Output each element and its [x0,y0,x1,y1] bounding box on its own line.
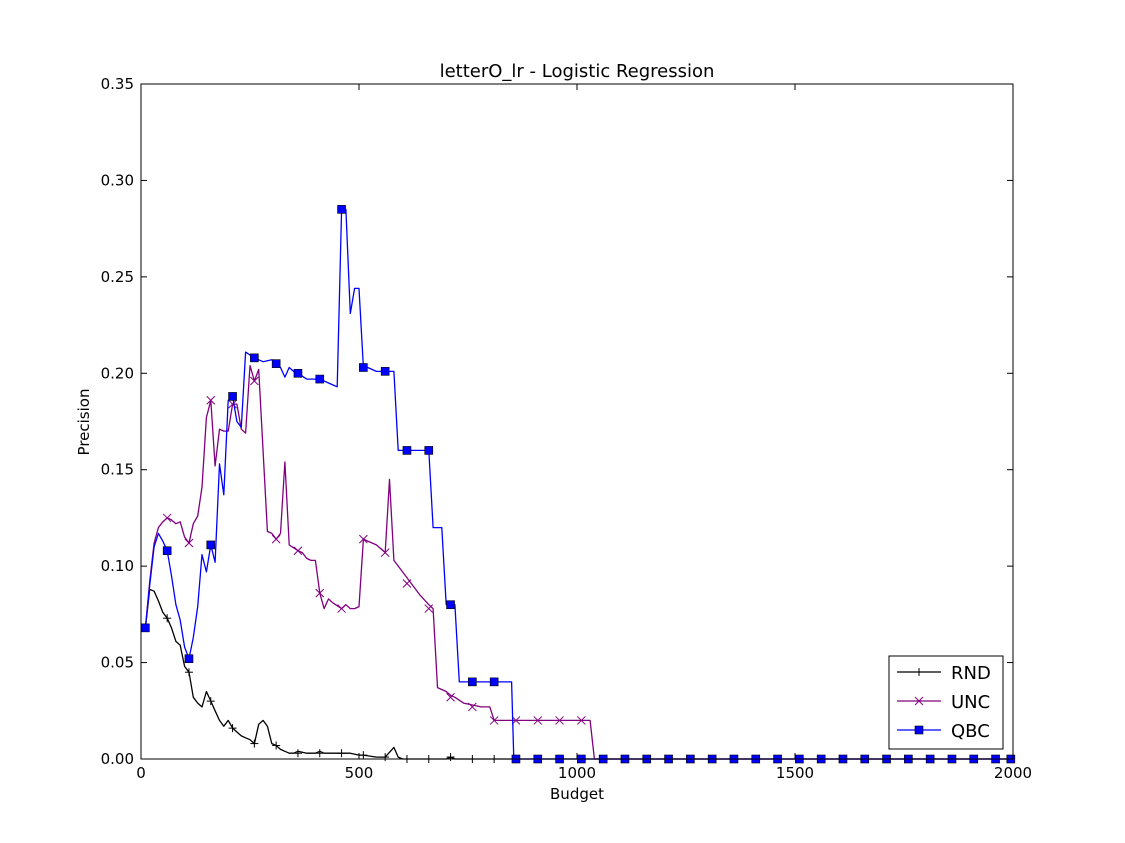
data-point-rnd [184,668,193,677]
data-point-qbc [337,205,346,214]
data-point-unc [489,716,499,725]
data-point-qbc [468,677,477,687]
data-point-rnd [250,739,259,748]
data-point-unc [315,588,325,598]
data-point-rnd [315,749,324,758]
data-point-rnd [272,741,281,750]
data-point-unc [228,399,237,409]
legend-label-qbc: QBC [951,721,990,742]
legend-item-qbc: QBC [897,721,990,742]
data-point-unc [359,534,368,544]
chart-title: letterO_lr - Logistic Regression [440,61,715,82]
data-point-qbc [380,367,390,376]
data-point-qbc [250,353,259,363]
data-point-qbc [446,600,455,610]
data-point-unc [446,692,455,702]
legend-item-rnd: RND [897,663,991,684]
data-point-unc [468,702,477,712]
data-point-unc [424,604,434,613]
y-tick-label: 0.20 [101,364,134,382]
legend-label-unc: UNC [951,692,990,713]
data-point-rnd [446,753,455,762]
y-tick-label: 0.00 [101,750,134,768]
data-point-unc [293,546,303,556]
x-tick-label: 500 [345,764,374,782]
data-point-unc [533,716,543,725]
data-point-unc [380,548,390,557]
legend-marker-qbc [914,725,924,735]
data-point-unc [402,579,412,588]
data-point-rnd [337,749,346,758]
x-tick-label: 0 [136,764,146,782]
y-tick-label: 0.15 [101,461,134,479]
data-point-rnd [359,751,368,760]
data-point-qbc [359,363,368,372]
y-tick-label: 0.30 [101,171,134,189]
x-tick-label: 1500 [776,764,814,782]
data-point-unc [206,395,216,405]
data-point-qbc [293,368,303,378]
legend-label-rnd: RND [951,663,991,684]
data-point-unc [555,716,564,725]
data-point-rnd [381,753,390,762]
y-axis-label: Precision [75,389,93,456]
data-point-qbc [402,446,412,455]
data-point-qbc [206,540,216,550]
y-tick-label: 0.10 [101,557,134,575]
data-point-qbc [228,392,237,401]
legend-marker-rnd [915,668,923,676]
data-point-rnd [228,724,237,733]
data-point-qbc [184,654,194,664]
data-point-unc [271,534,281,544]
y-tick-label: 0.05 [101,654,134,672]
x-tick-label: 1000 [558,764,596,782]
legend-box [888,655,1004,750]
data-point-rnd [293,749,302,758]
legend-item-unc: UNC [897,692,990,713]
x-axis-label: Budget [550,785,604,803]
axes-frame [140,83,1014,760]
data-point-rnd [163,614,172,623]
data-point-qbc [489,677,499,687]
data-point-unc [184,538,194,548]
legend: RND UNC QBC [888,655,1004,750]
data-point-qbc [424,446,434,455]
data-point-rnd [206,697,215,706]
data-point-unc [162,513,172,523]
data-point-qbc [271,359,281,368]
data-point-unc [250,376,259,386]
axes-ticks: 0 500 1000 1500 2000 0.00 0.05 0.10 0.15 0.20 0.25… [101,75,1033,782]
data-point-unc [577,716,586,725]
data-point-qbc [162,546,172,556]
data-point-qbc [141,623,150,633]
legend-marker-unc [914,696,924,706]
data-point-unc [337,604,346,613]
data-point-qbc [315,374,325,384]
y-tick-label: 0.25 [101,268,134,286]
x-tick-label: 2000 [994,764,1032,782]
y-tick-label: 0.35 [101,75,134,93]
